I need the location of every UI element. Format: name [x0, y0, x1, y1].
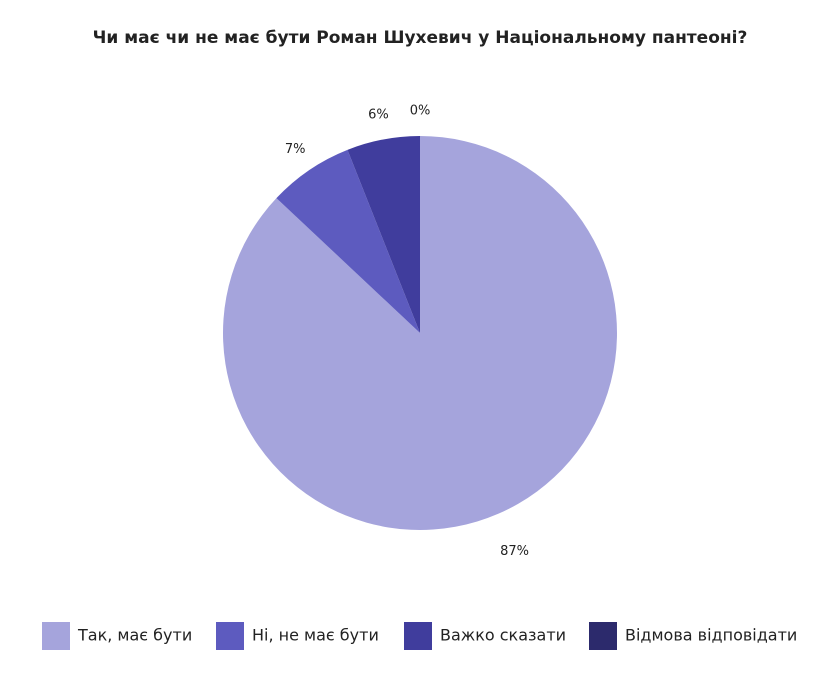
data-label: 6%	[368, 107, 389, 122]
legend-swatch	[589, 622, 617, 650]
legend-label: Важко сказати	[440, 626, 566, 645]
legend-swatch	[216, 622, 244, 650]
legend-label: Ні, не має бути	[252, 626, 379, 645]
legend-label: Так, має бути	[77, 626, 192, 645]
data-label: 0%	[410, 104, 431, 119]
legend-label: Відмова відповідати	[625, 626, 797, 645]
pie-slice	[347, 136, 420, 333]
chart-title: Чи має чи не має бути Роман Шухевич у На…	[93, 28, 748, 48]
pie-slice	[276, 149, 420, 333]
data-label: 7%	[285, 142, 306, 157]
legend-swatch	[404, 622, 432, 650]
data-label: 87%	[500, 544, 529, 559]
legend-swatch	[42, 622, 70, 650]
